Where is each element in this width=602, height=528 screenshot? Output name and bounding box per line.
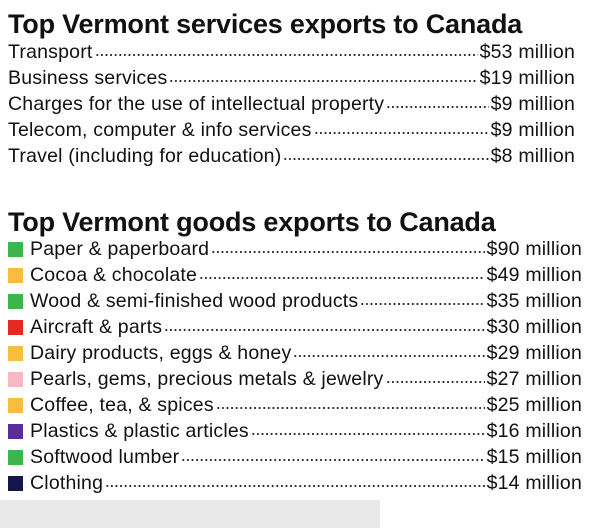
row-value: $15 million [486, 446, 582, 468]
row: Softwood lumber $15 million [8, 444, 582, 470]
row: Aircraft & parts $30 million [8, 314, 582, 340]
color-swatch [8, 241, 23, 257]
row: Travel (including for education) $8 milli… [8, 143, 575, 169]
dot-leader [385, 380, 485, 384]
row-label: Aircraft & parts [30, 316, 163, 338]
dot-leader [293, 354, 485, 358]
goods-title: Top Vermont goods exports to Canada [8, 207, 496, 237]
row-label: Telecom, computer & info services [8, 119, 312, 141]
row-label: Plastics & plastic articles [30, 420, 249, 442]
dot-leader [215, 406, 485, 410]
row: Charges for the use of intellectual prop… [8, 91, 575, 117]
dot-leader [283, 157, 489, 161]
row-label: Wood & semi-finished wood products [30, 290, 359, 312]
row: Clothing $14 million [8, 470, 582, 496]
row-label: Charges for the use of intellectual prop… [8, 93, 385, 115]
row: Cocoa & chocolate $49 million [8, 262, 582, 288]
row-value: $27 million [486, 368, 582, 390]
row-value: $16 million [486, 420, 582, 442]
row-value: $14 million [486, 472, 582, 494]
row-value: $90 million [486, 238, 582, 260]
goods-list: Paper & paperboard $90 million Cocoa & cho… [8, 236, 582, 496]
row-label: Business services [8, 67, 168, 89]
row-value: $25 million [486, 394, 582, 416]
row: Paper & paperboard $90 million [8, 236, 582, 262]
row-label: Clothing [30, 472, 104, 494]
row: Pearls, gems, precious metals & jewelry $… [8, 366, 582, 392]
row-value: $19 million [479, 67, 575, 89]
row-value: $30 million [486, 316, 582, 338]
row-label: Pearls, gems, precious metals & jewelry [30, 368, 384, 390]
row-value: $9 million [490, 119, 575, 141]
row-value: $8 million [490, 145, 575, 167]
row: Transport $53 million [8, 39, 575, 65]
row-value: $9 million [490, 93, 575, 115]
color-swatch [8, 345, 23, 361]
row: Coffee, tea, & spices $25 million [8, 392, 582, 418]
dot-leader [169, 79, 478, 83]
dot-leader [105, 484, 485, 488]
row: Dairy products, eggs & honey $29 million [8, 340, 582, 366]
row-value: $49 million [486, 264, 582, 286]
dot-leader [313, 131, 489, 135]
color-swatch [8, 397, 23, 413]
row: Telecom, computer & info services $9 mill… [8, 117, 575, 143]
color-swatch [8, 475, 23, 491]
row-label: Paper & paperboard [30, 238, 210, 260]
dot-leader [181, 458, 485, 462]
row-value: $29 million [486, 342, 582, 364]
row: Plastics & plastic articles $16 million [8, 418, 582, 444]
dot-leader [250, 432, 485, 436]
color-swatch [8, 449, 23, 465]
dot-leader [360, 302, 485, 306]
color-swatch [8, 293, 23, 309]
dot-leader [94, 53, 478, 57]
dot-leader [164, 328, 485, 332]
color-swatch [8, 423, 23, 439]
row-label: Softwood lumber [30, 446, 180, 468]
dot-leader [211, 250, 485, 254]
color-swatch [8, 371, 23, 387]
row-label: Dairy products, eggs & honey [30, 342, 292, 364]
dot-leader [199, 276, 485, 280]
bottom-bar [0, 500, 380, 528]
row-label: Travel (including for education) [8, 145, 282, 167]
services-title: Top Vermont services exports to Canada [8, 9, 523, 39]
row-label: Coffee, tea, & spices [30, 394, 214, 416]
row-label: Transport [8, 41, 93, 63]
dot-leader [386, 105, 489, 109]
row: Business services $19 million [8, 65, 575, 91]
color-swatch [8, 319, 23, 335]
services-list: Transport $53 million Business services $19… [8, 39, 575, 169]
row-value: $53 million [479, 41, 575, 63]
color-swatch [8, 267, 23, 283]
row-label: Cocoa & chocolate [30, 264, 198, 286]
row: Wood & semi-finished wood products $35 mi… [8, 288, 582, 314]
row-value: $35 million [486, 290, 582, 312]
